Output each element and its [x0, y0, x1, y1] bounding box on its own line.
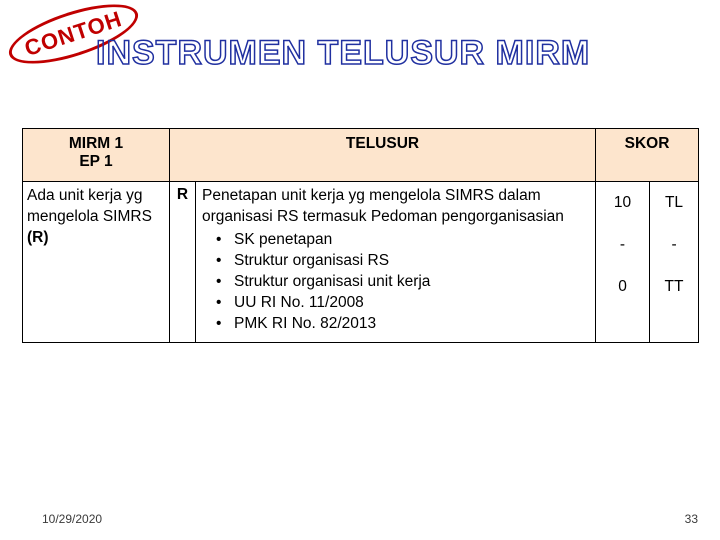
list-item: SK penetapan — [218, 230, 589, 251]
header-telusur: TELUSUR — [170, 129, 596, 182]
bullet-list: SK penetapanStruktur organisasi RSStrukt… — [202, 230, 589, 335]
telusur-table: MIRM 1 EP 1 TELUSUR SKOR Ada unit kerja … — [22, 128, 698, 343]
criteria-suffix: (R) — [27, 229, 49, 246]
list-item: Struktur organisasi unit kerja — [218, 272, 589, 293]
score-number: 0 — [596, 266, 649, 308]
score-code: TT — [650, 266, 698, 308]
score-code: TL — [650, 182, 698, 224]
list-item: Struktur organisasi RS — [218, 251, 589, 272]
r-label-cell: R — [170, 182, 196, 343]
table-header: MIRM 1 EP 1 TELUSUR SKOR — [23, 129, 699, 182]
score-code-cell: TL-TT — [650, 182, 699, 343]
score-number: 10 — [596, 182, 649, 224]
criteria-text: Ada unit kerja yg mengelola SIMRS — [27, 187, 152, 225]
criteria-cell: Ada unit kerja yg mengelola SIMRS (R) — [23, 182, 170, 343]
footer-date: 10/29/2020 — [42, 512, 102, 526]
score-num-cell: 10-0 — [596, 182, 650, 343]
footer-page: 33 — [685, 512, 698, 526]
header-col0: MIRM 1 EP 1 — [23, 129, 170, 182]
score-code: - — [650, 224, 698, 266]
description-main: Penetapan unit kerja yg mengelola SIMRS … — [202, 186, 589, 228]
list-item: UU RI No. 11/2008 — [218, 293, 589, 314]
score-number: - — [596, 224, 649, 266]
description-cell: Penetapan unit kerja yg mengelola SIMRS … — [196, 182, 596, 343]
table-row: Ada unit kerja yg mengelola SIMRS (R) R … — [23, 182, 699, 343]
header-skor: SKOR — [596, 129, 699, 182]
list-item: PMK RI No. 82/2013 — [218, 314, 589, 335]
page-title: INSTRUMEN TELUSUR MIRM — [96, 34, 590, 73]
